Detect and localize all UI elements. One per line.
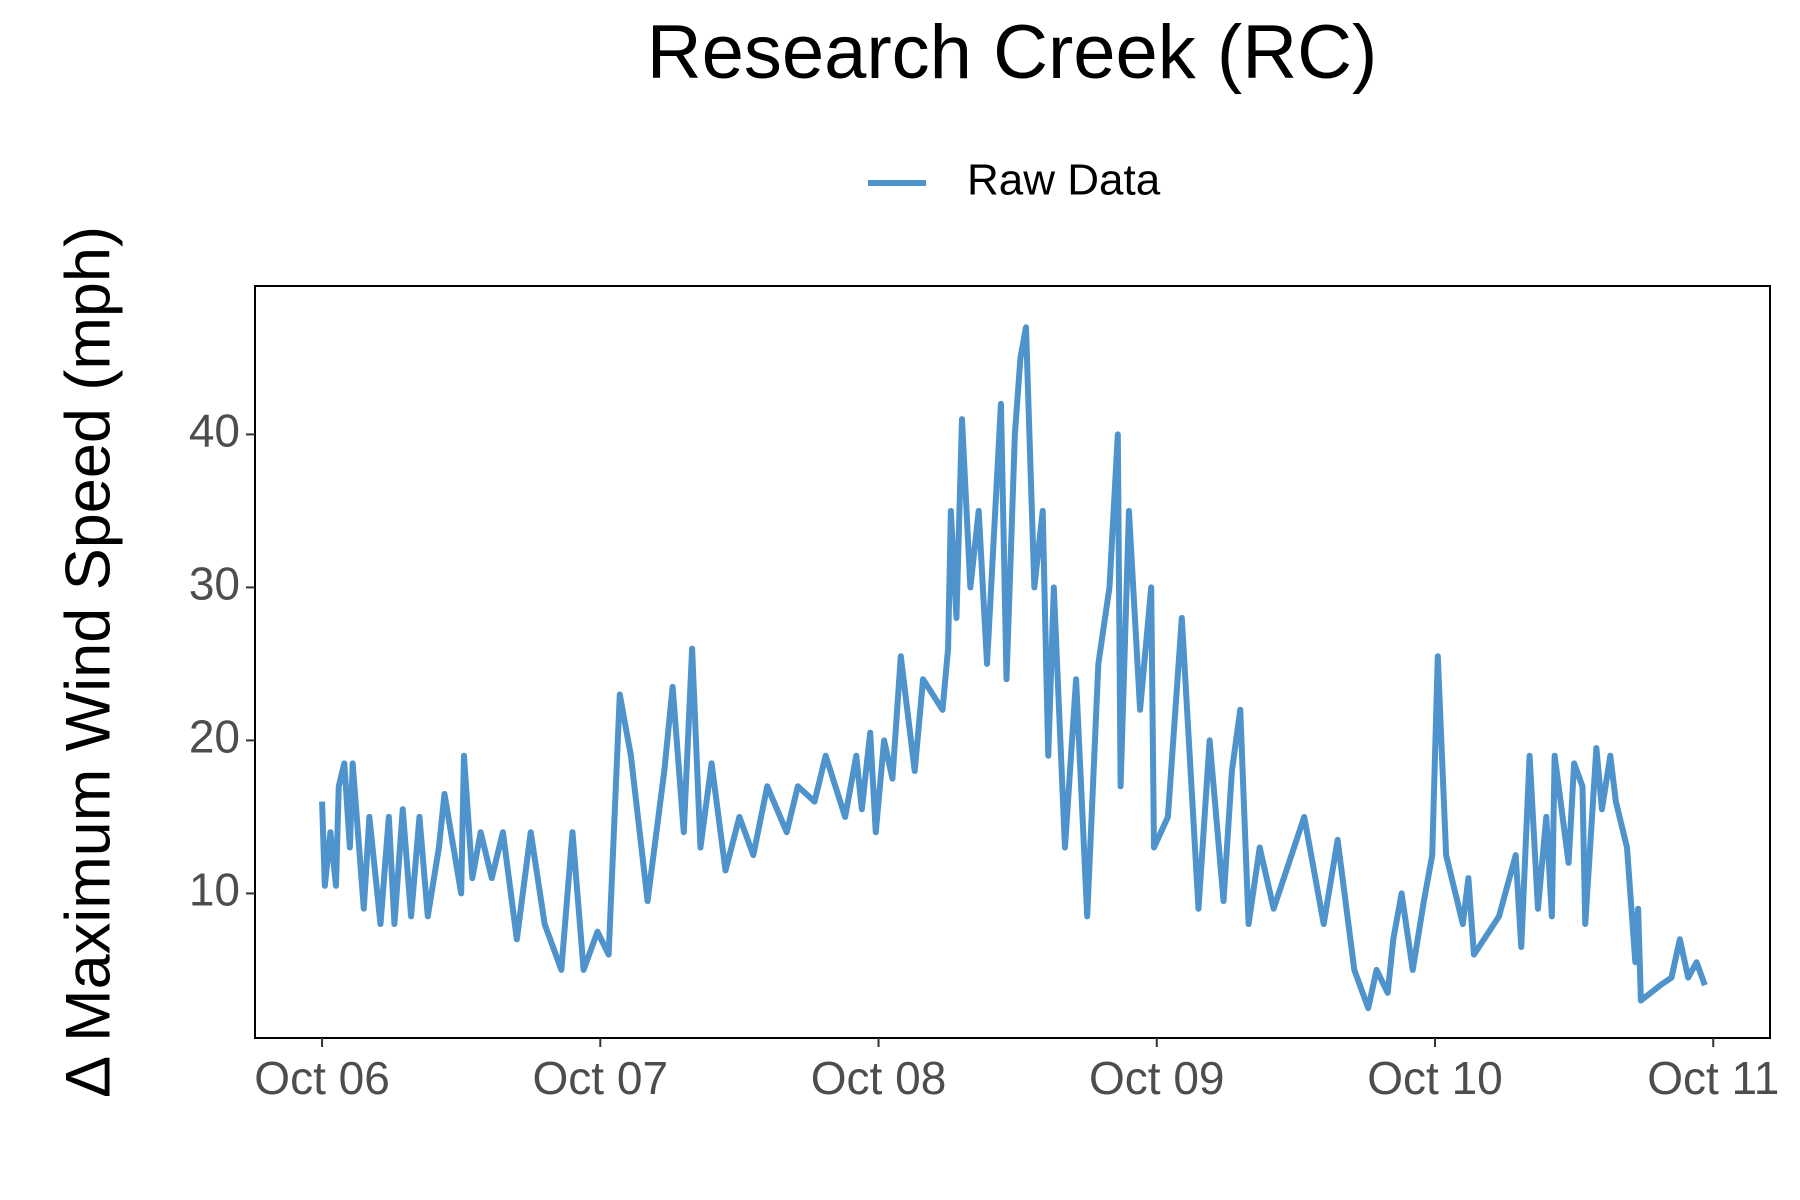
x-tick-label: Oct 11 <box>1647 1052 1779 1104</box>
y-axis-label: Δ Maximum Wind Speed (mph) <box>54 226 124 1098</box>
chart-title: Research Creek (RC) <box>647 10 1378 95</box>
legend-label: Raw Data <box>967 156 1161 205</box>
y-tick-label: 20 <box>189 711 240 763</box>
x-tick-label: Oct 06 <box>254 1052 390 1104</box>
y-tick-label: 10 <box>189 864 240 916</box>
plot-panel <box>254 285 1771 1039</box>
x-tick-label: Oct 09 <box>1089 1052 1225 1104</box>
y-tick-label: 30 <box>189 558 240 610</box>
x-tick-label: Oct 10 <box>1367 1052 1503 1104</box>
x-tick-label: Oct 07 <box>533 1052 669 1104</box>
data-line <box>319 324 1708 1012</box>
y-tick-label: 40 <box>189 405 240 457</box>
x-tick-label: Oct 08 <box>811 1052 947 1104</box>
